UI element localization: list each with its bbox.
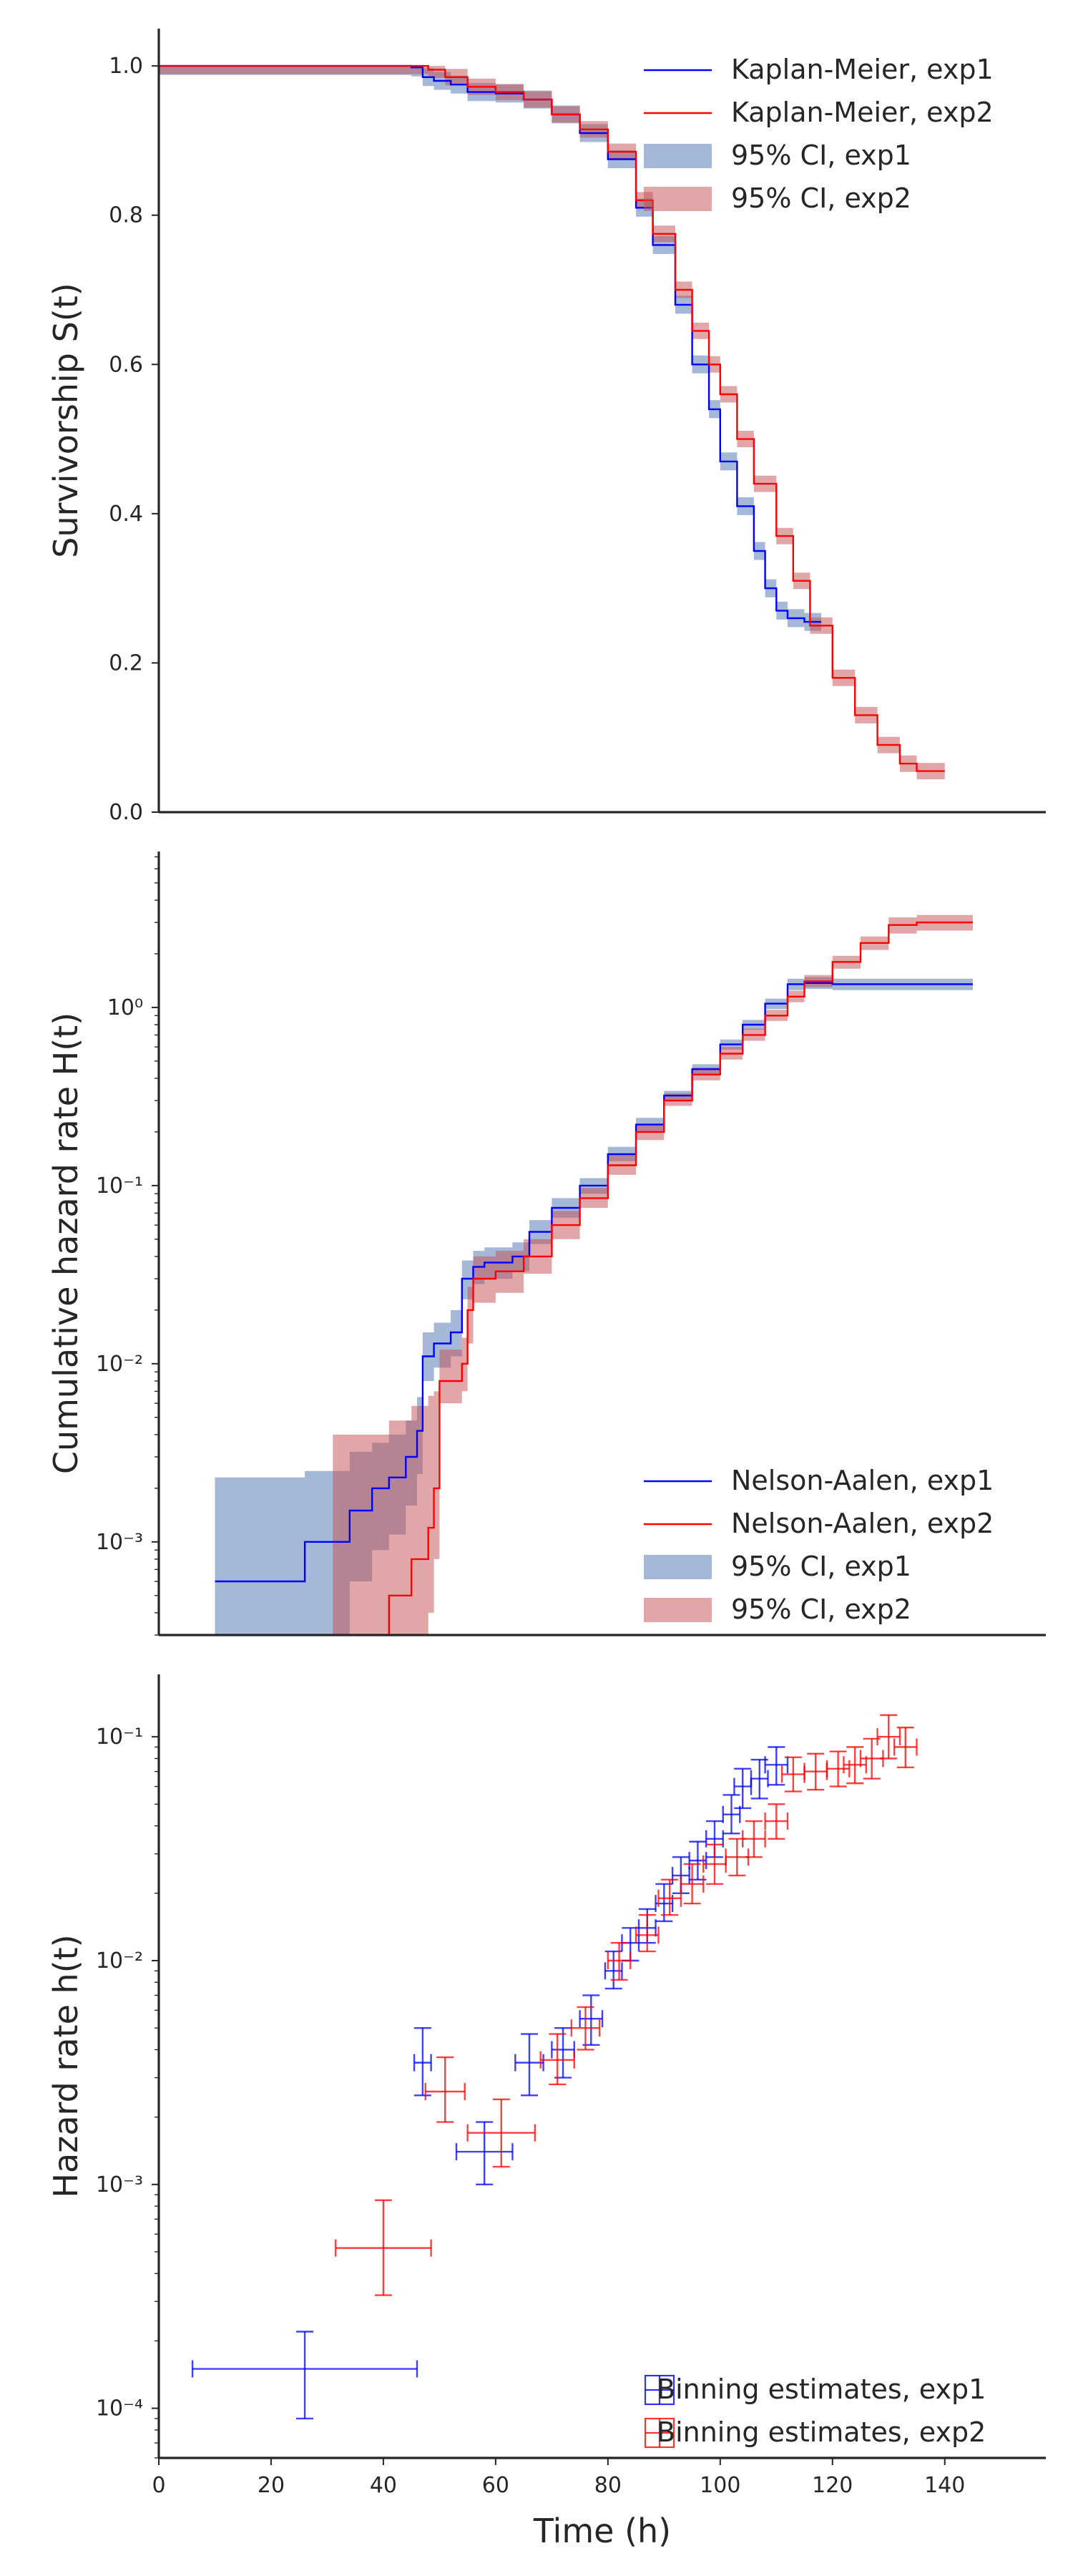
legend: Nelson-Aalen, exp1 Nelson-Aalen, exp2 95% … xyxy=(644,1465,994,1625)
y-tick-label: 10⁻³ xyxy=(96,2172,143,2197)
errorbar-point xyxy=(733,1767,753,1810)
y-tick-label: 10⁻² xyxy=(96,1948,143,1974)
x-axis-label: Time (h) xyxy=(533,2512,671,2550)
y-tick-label: 0.6 xyxy=(109,352,143,377)
errorbar-point xyxy=(539,2033,575,2086)
errorbar-point xyxy=(579,1994,604,2046)
panel-hazard-rate: 10⁻⁴ 10⁻³ 10⁻² 10⁻¹ 0 20 40 60 80 100 120 140 Hazard… xyxy=(46,1674,1046,2550)
plot-area xyxy=(159,64,945,780)
plot-area xyxy=(191,1714,918,2420)
errorbar-point xyxy=(764,1803,789,1840)
y-axis-label: Cumulative hazard rate H(t) xyxy=(46,1013,85,1474)
x-tick-label: 80 xyxy=(594,2473,622,2498)
errorbar-point xyxy=(466,2098,536,2168)
panels: 0.0 0.2 0.4 0.6 0.8 1.0 Survivorship S(t) Kapla… xyxy=(46,29,1046,2550)
errorbar-point xyxy=(893,1727,918,1769)
errorbar-point xyxy=(843,1746,868,1785)
legend-patch-marker xyxy=(644,1598,712,1622)
km-line-2 xyxy=(159,64,945,772)
errorbar-point xyxy=(424,2056,466,2123)
y-axis-label: Survivorship S(t) xyxy=(46,283,85,557)
errorbar-point xyxy=(635,1913,660,1953)
legend-label: 95% CI, exp2 xyxy=(731,1594,911,1625)
x-tick-label: 140 xyxy=(924,2473,965,2498)
x-tick-label: 60 xyxy=(482,2473,509,2498)
errorbar-point xyxy=(413,2026,432,2097)
errorbar-point xyxy=(876,1714,901,1760)
legend-patch-marker xyxy=(644,187,712,211)
legend: Kaplan-Meier, exp1 Kaplan-Meier, exp2 95% … xyxy=(644,54,994,214)
legend-label: Nelson-Aalen, exp1 xyxy=(731,1465,994,1496)
legend-patch-marker xyxy=(644,1555,712,1579)
legend-errorbar-marker xyxy=(644,2417,675,2449)
legend-label: Kaplan-Meier, exp1 xyxy=(731,54,994,85)
y-tick-label: 1.0 xyxy=(109,54,143,79)
errorbar-point xyxy=(680,1863,705,1905)
errorbar-point xyxy=(607,1942,632,1981)
x-tick-label: 120 xyxy=(812,2473,853,2498)
panel-survival: 0.0 0.2 0.4 0.6 0.8 1.0 Survivorship S(t) Kapla… xyxy=(46,29,1046,825)
legend-label: Nelson-Aalen, exp2 xyxy=(731,1508,994,1539)
na-line-2 xyxy=(382,921,973,1635)
km-line-1 xyxy=(159,64,822,623)
errorbar-point xyxy=(764,1746,789,1786)
legend-errorbar-box xyxy=(644,2374,675,2406)
y-tick-label: 0.0 xyxy=(109,800,143,825)
legend-patch-marker xyxy=(644,144,712,168)
legend-label: 95% CI, exp1 xyxy=(731,140,911,171)
errorbar-point xyxy=(514,2033,544,2097)
errorbar-point xyxy=(335,2199,432,2296)
errorbar-point xyxy=(657,1878,682,1916)
y-tick-label: 10⁻² xyxy=(96,1352,143,1377)
y-tick-label: 10⁻¹ xyxy=(96,1724,143,1750)
errorbar-point xyxy=(570,2006,601,2051)
x-tick-label: 20 xyxy=(258,2473,285,2498)
y-tick-label: 0.2 xyxy=(109,650,143,675)
plot-area xyxy=(215,914,973,1635)
x-tick-label: 0 xyxy=(152,2473,165,2498)
errorbar-point xyxy=(825,1750,851,1787)
ci-band-2 xyxy=(333,914,973,1635)
legend-label: 95% CI, exp2 xyxy=(731,182,911,214)
y-tick-label: 0.8 xyxy=(109,203,143,228)
legend-errorbar-marker xyxy=(644,2374,675,2406)
errorbar-point xyxy=(742,1820,766,1858)
errorbar-point xyxy=(191,2331,418,2420)
y-tick-label: 10⁻¹ xyxy=(96,1174,143,1199)
panel-cumulative-hazard: 10⁻³ 10⁻² 10⁻¹ 10⁰ Cumulative hazard rate H(… xyxy=(46,852,1046,1636)
y-tick-label: 0.4 xyxy=(109,502,143,527)
ci-band-2 xyxy=(159,66,945,780)
y-tick-label: 10⁻⁴ xyxy=(96,2396,143,2421)
legend-errorbar-box xyxy=(644,2417,675,2449)
y-tick-label: 10⁻³ xyxy=(96,1530,143,1555)
legend-label: 95% CI, exp1 xyxy=(731,1551,911,1582)
legend: Binning estimates, exp1 Binning estimates… xyxy=(644,2373,986,2449)
x-tick-label: 100 xyxy=(700,2473,740,2498)
y-axis-label: Hazard rate h(t) xyxy=(46,1934,85,2197)
legend-label: Kaplan-Meier, exp2 xyxy=(731,97,994,128)
legend-label: Binning estimates, exp1 xyxy=(657,2373,986,2405)
x-tick-label: 40 xyxy=(370,2473,397,2498)
legend-label: Binning estimates, exp2 xyxy=(657,2416,986,2448)
y-tick-label: 10⁰ xyxy=(107,995,143,1020)
